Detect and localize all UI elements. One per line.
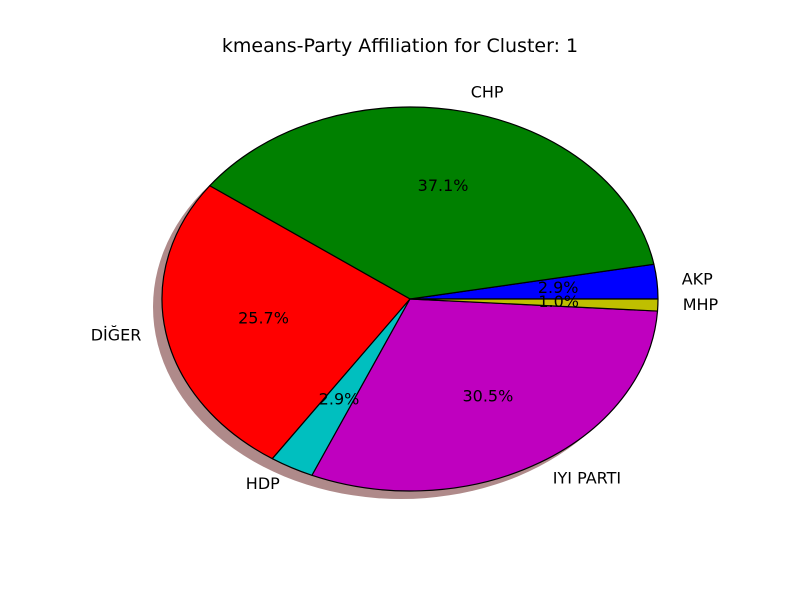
pie-label-akp: AKP [682,269,713,288]
pie-label-iyi-parti: IYI PARTI [553,469,621,488]
pie-pct-label-iyi-parti: 30.5% [462,387,513,406]
pie-label-hdp: HDP [246,474,280,493]
pie-labels: AKP 2.9% CHP 37.1% DİĞER 25.7% HDP 2.9% IYI PART… [91,83,719,494]
pie-slice-iyi-parti [311,298,659,492]
pie-slice-chp [209,106,655,300]
pie-label-mhp: MHP [683,295,719,314]
chart-title: kmeans-Party Affiliation for Cluster: 1 [221,35,579,57]
pie-pct-label-hdp: 2.9% [319,390,360,409]
pie-label-di-er: DİĞER [91,325,142,344]
pie-slice-di-er [161,185,411,460]
pie-pct-label-akp: 2.9% [538,278,579,297]
pie-pct-label-mhp: 1.0% [538,292,579,311]
pie-slice-mhp [409,298,659,312]
pie-slices [161,106,659,492]
pie-pct-label-di-er: 25.7% [238,309,289,328]
pie-pct-label-chp: 37.1% [418,176,469,195]
pie-label-chp: CHP [471,83,504,102]
